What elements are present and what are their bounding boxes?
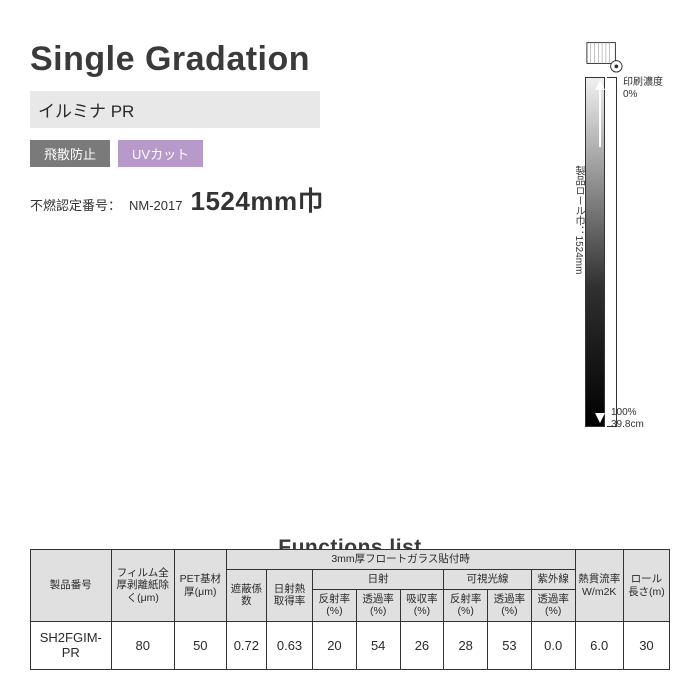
cell-uvtrans: 0.0 [531, 621, 575, 669]
gradient-diagram: 印刷濃度0% 100%39.8cm 製品ロール巾：1524mm [535, 35, 665, 455]
th-film: フィルム全厚剥離紙除く(μm) [111, 550, 174, 621]
th-visible: 可視光線 [444, 570, 532, 590]
arrow-line [599, 87, 601, 147]
th-vrefl: 反射率(%) [444, 589, 488, 621]
cell-shading: 0.72 [226, 621, 266, 669]
cell-vtrans: 53 [488, 621, 532, 669]
width-spec: 1524mm巾 [190, 181, 324, 218]
th-sabs: 吸収率(%) [400, 589, 444, 621]
th-pet: PET基材厚(μm) [174, 550, 226, 621]
table-row: SH2FGIM-PR 80 50 0.72 0.63 20 54 26 28 5… [31, 621, 670, 669]
cell-film: 80 [111, 621, 174, 669]
th-uval: 熱貫流率W/m2K [575, 550, 623, 621]
th-sc: 日射熱取得率 [267, 570, 313, 622]
spec-table: 製品番号 フィルム全厚剥離紙除く(μm) PET基材厚(μm) 3mm厚フロート… [30, 549, 670, 670]
th-uvtrans: 透過率(%) [531, 589, 575, 621]
th-srefl: 反射率(%) [313, 589, 357, 621]
roll-icon [585, 35, 623, 73]
cert-number: NM-2017 [129, 198, 182, 213]
cell-roll: 30 [623, 621, 669, 669]
gradient-bar [585, 77, 605, 427]
th-uv: 紫外線 [531, 570, 575, 590]
cell-product: SH2FGIM-PR [31, 621, 112, 669]
product-subtitle: イルミナ PR [30, 91, 320, 128]
diagram-vertical-label: 製品ロール巾：1524mm [571, 166, 586, 275]
th-strans: 透過率(%) [356, 589, 400, 621]
diagram-top-label: 印刷濃度0% [623, 77, 663, 101]
arrow-down-icon [595, 413, 605, 423]
dimension-bracket [607, 77, 617, 427]
tag-shatter: 飛散防止 [30, 140, 110, 167]
spec-table-wrap: 製品番号 フィルム全厚剥離紙除く(μm) PET基材厚(μm) 3mm厚フロート… [30, 549, 670, 670]
cell-sabs: 26 [400, 621, 444, 669]
cell-vrefl: 28 [444, 621, 488, 669]
cell-pet: 50 [174, 621, 226, 669]
th-shading: 遮蔽係数 [226, 570, 266, 622]
cell-strans: 54 [356, 621, 400, 669]
diagram-bottom-label: 100%39.8cm [611, 407, 644, 431]
cell-uval: 6.0 [575, 621, 623, 669]
th-roll: ロール長さ(m) [623, 550, 669, 621]
cell-sc: 0.63 [267, 621, 313, 669]
th-group-main: 3mm厚フロートガラス貼付時 [226, 550, 575, 570]
tag-uvcut: UVカット [118, 140, 203, 167]
th-solar: 日射 [313, 570, 444, 590]
cell-srefl: 20 [313, 621, 357, 669]
cert-label: 不燃認定番号： [30, 195, 121, 214]
th-vtrans: 透過率(%) [488, 589, 532, 621]
th-product: 製品番号 [31, 550, 112, 621]
